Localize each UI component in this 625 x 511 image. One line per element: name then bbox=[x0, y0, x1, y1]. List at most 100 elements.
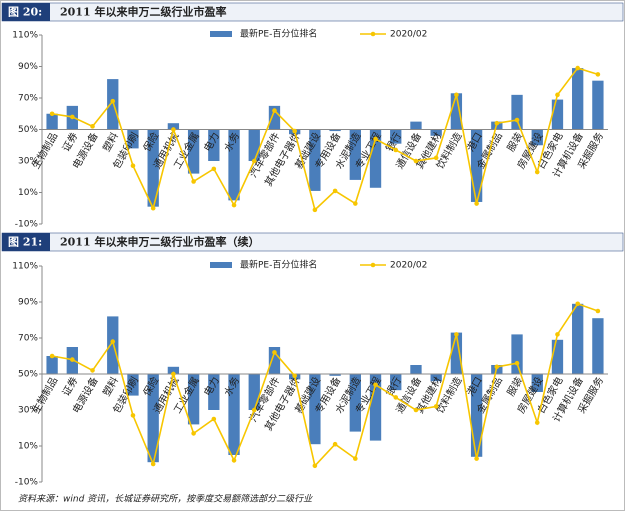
header-label: 图 20: bbox=[8, 6, 42, 19]
line-point bbox=[534, 169, 540, 175]
line-point bbox=[251, 407, 257, 413]
bar bbox=[107, 79, 119, 130]
x-tick-label: 证券 bbox=[59, 130, 80, 154]
bar bbox=[46, 113, 58, 130]
line-point bbox=[90, 368, 95, 373]
header-label: 图 21: bbox=[8, 236, 42, 249]
line bbox=[51, 302, 599, 468]
line bbox=[51, 67, 599, 212]
line-point bbox=[231, 458, 237, 463]
y-tick-label: 90% bbox=[18, 62, 38, 72]
line-point bbox=[373, 136, 378, 142]
bar bbox=[369, 129, 382, 188]
line-point bbox=[90, 124, 95, 129]
x-tick-label: 证券 bbox=[59, 375, 80, 399]
y-tick-label: 110% bbox=[12, 262, 38, 272]
line-point bbox=[555, 332, 560, 337]
bar bbox=[107, 316, 119, 374]
line-point bbox=[474, 456, 479, 461]
line-point bbox=[413, 407, 419, 413]
header-label-box bbox=[2, 233, 50, 251]
y-tick-label: 50% bbox=[18, 125, 38, 135]
legend-label: 2020/02 bbox=[390, 30, 427, 40]
chart-title: 2011 年以来申万二级行业市盈率（续） bbox=[60, 235, 259, 249]
bar bbox=[430, 374, 442, 382]
bar bbox=[531, 129, 543, 146]
bar bbox=[208, 129, 220, 161]
bar bbox=[470, 374, 483, 457]
bar bbox=[309, 129, 321, 191]
bar bbox=[390, 374, 402, 391]
line-point bbox=[171, 371, 176, 377]
legend-label: 2020/02 bbox=[390, 261, 427, 271]
line-point bbox=[211, 166, 217, 172]
line-point bbox=[211, 416, 217, 422]
bar bbox=[551, 339, 564, 374]
line-point bbox=[332, 441, 338, 447]
bar bbox=[228, 374, 240, 455]
bar bbox=[248, 129, 260, 161]
bar bbox=[592, 80, 604, 130]
bar bbox=[450, 332, 463, 374]
bar bbox=[208, 374, 220, 410]
line-point bbox=[251, 158, 257, 164]
bar bbox=[268, 105, 281, 130]
line-point bbox=[70, 357, 75, 362]
bar bbox=[369, 374, 382, 441]
bar bbox=[450, 93, 463, 130]
bar bbox=[430, 129, 442, 136]
line-point bbox=[555, 92, 560, 98]
line-point bbox=[433, 404, 439, 409]
line-point bbox=[150, 461, 156, 467]
bar bbox=[470, 129, 483, 202]
bar bbox=[390, 129, 402, 144]
line-point bbox=[150, 205, 156, 211]
line-point bbox=[292, 373, 297, 379]
line-point bbox=[454, 92, 459, 98]
line-point bbox=[312, 207, 318, 213]
header-label-box bbox=[2, 3, 50, 21]
bar bbox=[592, 318, 604, 374]
legend-swatch-point bbox=[370, 31, 376, 37]
line-point bbox=[332, 188, 338, 194]
line-point bbox=[70, 114, 75, 120]
y-tick-label: 90% bbox=[18, 298, 38, 308]
bar bbox=[248, 374, 260, 410]
line-point bbox=[575, 65, 580, 71]
legend-label: 最新PE-百分位排名 bbox=[240, 259, 317, 271]
bar bbox=[410, 121, 422, 130]
bar bbox=[572, 303, 584, 374]
y-tick-label: 110% bbox=[12, 31, 38, 41]
line-point bbox=[191, 179, 196, 184]
bar bbox=[531, 374, 543, 392]
line-point bbox=[514, 117, 520, 123]
bar bbox=[511, 334, 523, 374]
bar bbox=[127, 374, 139, 396]
x-tick-label: 塑料 bbox=[100, 375, 121, 399]
x-tick-label: 生物制品 bbox=[29, 375, 60, 416]
bar bbox=[309, 374, 321, 445]
bar bbox=[147, 129, 159, 207]
bar bbox=[329, 374, 341, 376]
line-point bbox=[393, 147, 399, 153]
line-point bbox=[534, 420, 540, 425]
y-tick-label: 70% bbox=[18, 334, 38, 344]
bar bbox=[127, 129, 139, 149]
y-tick-label: 30% bbox=[18, 406, 38, 416]
bar bbox=[329, 129, 341, 132]
y-tick-label: -10% bbox=[15, 478, 39, 488]
y-tick-label: -10% bbox=[15, 220, 39, 230]
bar bbox=[349, 374, 361, 432]
line-point bbox=[130, 163, 136, 169]
line-point bbox=[272, 108, 277, 113]
bar bbox=[167, 366, 180, 374]
bar bbox=[187, 374, 200, 425]
y-tick-label: 30% bbox=[18, 157, 38, 167]
line-point bbox=[494, 364, 500, 370]
y-tick-label: 10% bbox=[18, 442, 38, 452]
bar bbox=[228, 129, 240, 201]
legend-swatch bbox=[210, 262, 232, 268]
source: 资料来源：wind 资讯，长城证券研究所，按季度交易额筛选部分二级行业 bbox=[18, 494, 313, 505]
line-point bbox=[474, 201, 479, 206]
